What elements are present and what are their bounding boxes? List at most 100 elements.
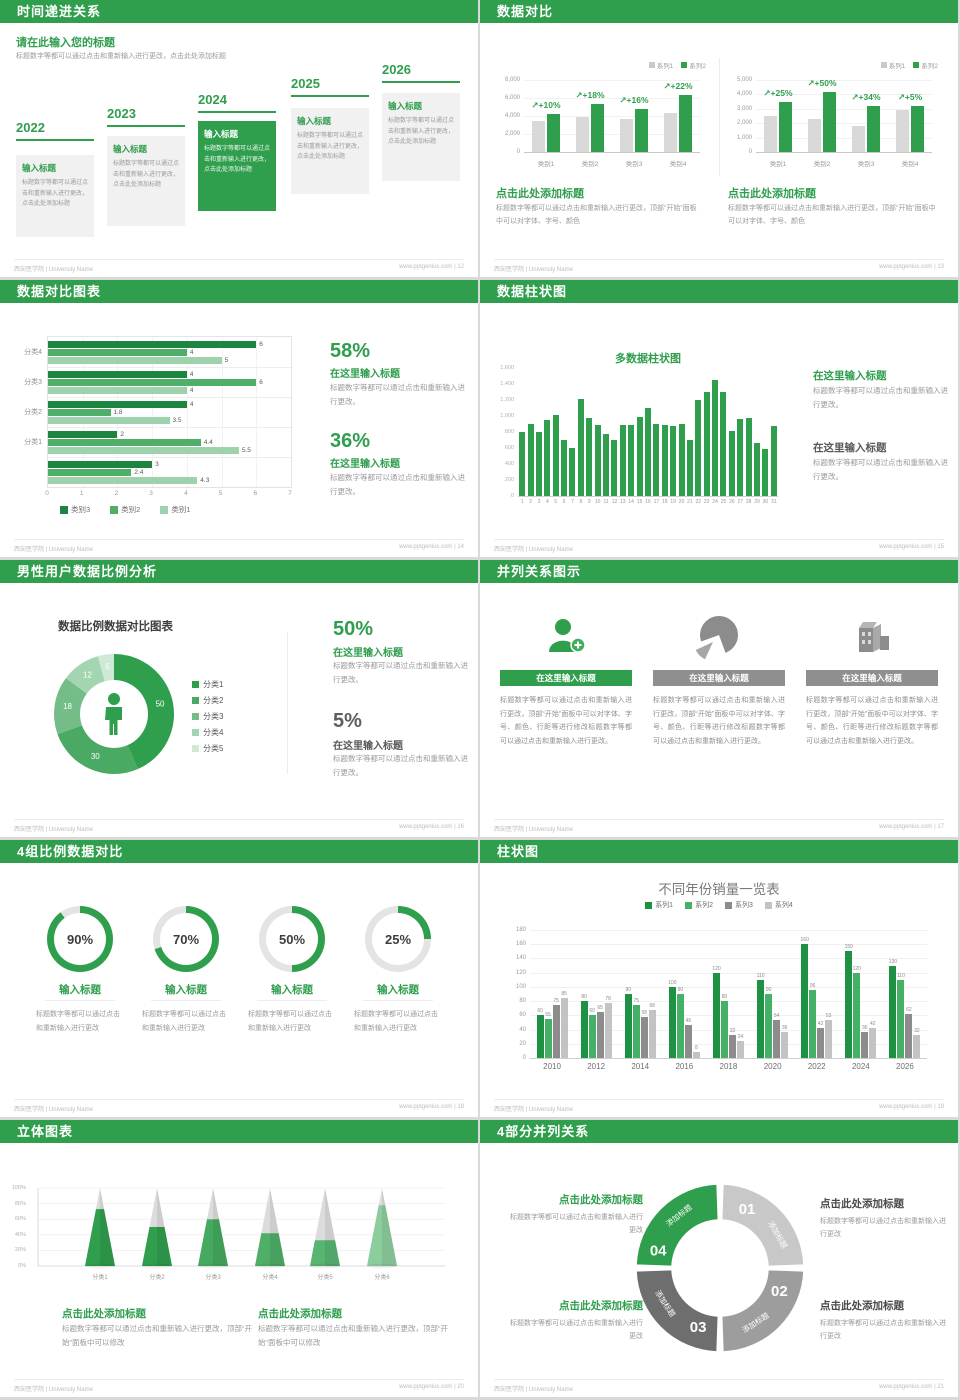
separator bbox=[48, 457, 291, 458]
x-tick-label: 2 bbox=[114, 490, 119, 497]
cone-shade bbox=[382, 1188, 397, 1266]
bar bbox=[604, 1002, 612, 1058]
footer-right: www.pptgenius.com | 13 bbox=[879, 264, 944, 270]
x-label: 2020 bbox=[763, 1062, 782, 1071]
bar bbox=[661, 424, 668, 496]
column-banner: 在这里输入标题 bbox=[500, 670, 632, 686]
slide-rings: 4组比例数据对比 90% 输入标题 标题数字等都可以通过点击和重新输入进行更改 70%… bbox=[0, 840, 478, 1117]
ring-segment bbox=[720, 1268, 805, 1353]
footer-left: 西安医学院 | University Name bbox=[494, 547, 573, 553]
x-label: 2010 bbox=[543, 1062, 561, 1071]
bar bbox=[628, 424, 635, 496]
x-label: 2026 bbox=[896, 1062, 914, 1071]
hbar bbox=[48, 387, 187, 394]
bar bbox=[653, 424, 660, 496]
x-label: 28 bbox=[745, 499, 752, 505]
gridline bbox=[756, 123, 932, 125]
bar-value: 1.8 bbox=[113, 408, 123, 416]
y-tick-label: 160 bbox=[515, 941, 526, 948]
cone-shade bbox=[270, 1188, 285, 1266]
bar bbox=[586, 417, 593, 496]
slide-title: 数据对比图表 bbox=[0, 280, 478, 303]
divider bbox=[45, 1000, 115, 1001]
divider bbox=[363, 1000, 433, 1001]
bar bbox=[817, 1028, 825, 1058]
ring-value: 25% bbox=[372, 913, 424, 965]
ring-segment bbox=[635, 1268, 720, 1353]
bar-value: 65 bbox=[597, 1004, 603, 1011]
segment-number: 03 bbox=[690, 1319, 707, 1336]
bar bbox=[603, 433, 609, 496]
bar-value: 75 bbox=[633, 997, 640, 1004]
y-tick-label: 3,000 bbox=[736, 105, 752, 112]
bar bbox=[594, 424, 601, 496]
bar bbox=[527, 424, 534, 496]
y-tick-label: 20 bbox=[519, 1040, 526, 1047]
slide-title: 时间递进关系 bbox=[0, 0, 478, 23]
slide-multi-bar: 数据柱状图 多数据柱状图 1 2 3 4 5 6 7 8 9 10 11 12 13 14 15 16 17 18… bbox=[480, 280, 958, 557]
bar-value: 46 bbox=[685, 1018, 692, 1025]
x-label: 4 bbox=[545, 499, 549, 505]
footer-left: 西安医学院 | University Name bbox=[14, 1387, 93, 1393]
legend-swatch bbox=[645, 901, 653, 909]
timeline-line bbox=[382, 81, 460, 83]
hbar bbox=[48, 349, 187, 356]
y-tick-label: 800 bbox=[504, 429, 514, 435]
x-tick-label: 7 bbox=[288, 490, 292, 497]
legend-item: 系列4 bbox=[764, 900, 793, 910]
gridline bbox=[530, 1001, 927, 1003]
cone-fill bbox=[142, 1227, 172, 1266]
bar-series2 bbox=[867, 105, 880, 152]
bar bbox=[678, 424, 685, 496]
slide-footer: 西安医学院 | University Name www.pptgenius.co… bbox=[14, 819, 464, 833]
slide-footer: 西安医学院 | University Name www.pptgenius.co… bbox=[494, 539, 944, 553]
y-tick-label: 0 bbox=[516, 149, 520, 155]
slide-title: 数据对比 bbox=[480, 0, 958, 23]
gridline bbox=[256, 337, 258, 487]
block-body: 标题数字等都可以通过点击和重新输入进行更改。 bbox=[813, 458, 948, 482]
segment-number: 04 bbox=[650, 1242, 667, 1259]
bar-series1 bbox=[896, 110, 909, 152]
bar-series2 bbox=[823, 91, 836, 152]
footer-left: 西安医学院 | University Name bbox=[14, 827, 93, 833]
bar bbox=[770, 426, 777, 496]
x-label: 10 bbox=[594, 499, 601, 505]
column-body: 标题数字等都可以通过点击和重新输入进行更改，顶部“开始”面板中可以对字体、字号、… bbox=[500, 697, 632, 745]
legend-swatch bbox=[110, 505, 119, 514]
corner-block: 点击此处添加标题 标题数字等都可以通过点击和重新输入进行更改 bbox=[505, 1298, 643, 1344]
segment-number: 01 bbox=[739, 1201, 756, 1218]
legend-item: 类别2 bbox=[110, 504, 140, 515]
bar bbox=[668, 986, 676, 1058]
y-tick-label: 0% bbox=[18, 1263, 26, 1269]
group-label: 分类1 bbox=[24, 439, 42, 446]
gridline bbox=[524, 134, 700, 135]
bar bbox=[729, 1035, 736, 1058]
legend-item: 分类2 bbox=[192, 692, 223, 708]
y-tick-label: 200 bbox=[504, 477, 514, 483]
bar-value: 4 bbox=[189, 370, 194, 378]
stat-body: 标题数字等都可以通过点击和重新输入进行更改。 bbox=[333, 754, 468, 778]
x-label: 分类1 bbox=[92, 1275, 108, 1281]
x-label: 26 bbox=[729, 499, 735, 505]
ring-body: 标题数字等都可以通过点击和重新输入进行更改 bbox=[36, 1011, 120, 1032]
bar-value: 4 bbox=[189, 386, 194, 394]
pct-label: ↗+34% bbox=[851, 91, 881, 102]
donut-slice bbox=[65, 656, 105, 694]
ring-value: 70% bbox=[160, 913, 212, 965]
slide-cell-10: 4部分并列关系 01 添加标题 02 添加标题 03 添加标题 04 添加标题 点击此处添加标… bbox=[480, 1120, 960, 1400]
bar-plot: ↗+25% ↗+50% ↗+34% ↗+5% bbox=[756, 78, 932, 153]
y-tick-label: 40 bbox=[519, 1026, 526, 1033]
y-tick-label: 40% bbox=[14, 1231, 26, 1238]
legend-item: 类别3 bbox=[60, 504, 90, 515]
x-label: 类别2 bbox=[581, 161, 599, 168]
x-label: 类别3 bbox=[857, 161, 875, 168]
cone-base bbox=[85, 1263, 115, 1269]
bar-value: 4.3 bbox=[200, 476, 210, 484]
legend-swatch bbox=[913, 62, 920, 68]
gridline bbox=[530, 1015, 927, 1017]
gridline bbox=[530, 972, 927, 974]
bar bbox=[728, 431, 735, 496]
legend-swatch bbox=[648, 62, 655, 68]
stat-number: 5% bbox=[333, 710, 362, 732]
x-label: 22 bbox=[695, 499, 702, 505]
